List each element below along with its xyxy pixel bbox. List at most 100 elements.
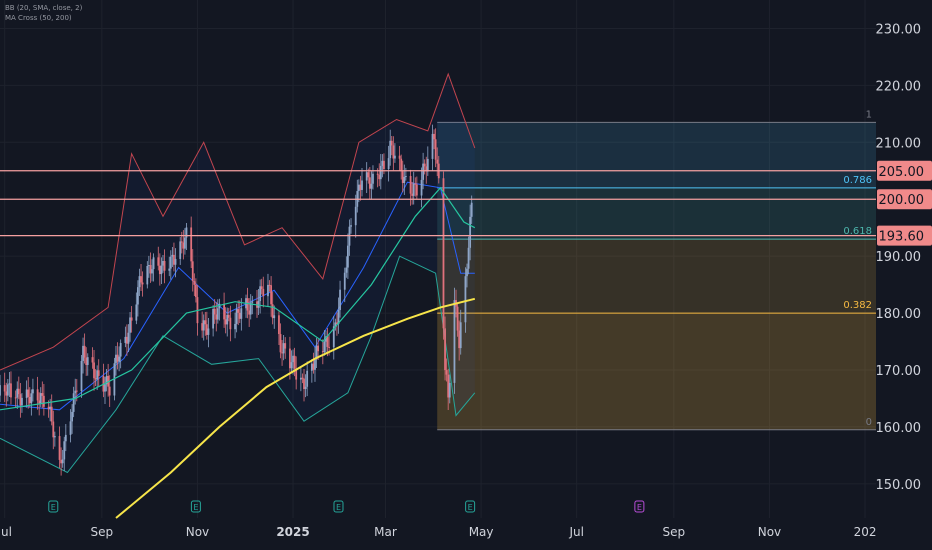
candle-body (163, 260, 166, 271)
x-tick-label: Nov (758, 525, 781, 539)
candle-body (137, 287, 139, 305)
candle-body (173, 254, 175, 265)
y-tick-label: 220.00 (876, 79, 922, 94)
candle-body (124, 336, 127, 343)
candle-body (113, 363, 116, 396)
candle-body (257, 301, 260, 308)
candle-body (240, 308, 243, 319)
x-tick-label: Sep (663, 525, 686, 539)
price-level-label-text: 205.00 (879, 165, 925, 180)
candle-body (414, 183, 417, 185)
candle-body (28, 396, 31, 404)
candle-body (469, 216, 472, 248)
candle-body (251, 301, 254, 303)
candle-body (71, 411, 73, 422)
candle-body (215, 314, 218, 320)
candle-body (96, 370, 99, 380)
ma-cross-indicator-label[interactable]: MA Cross (50, 200) (5, 14, 72, 22)
ma200-line (115, 297, 476, 519)
price-level-label: 193.60 (877, 225, 932, 246)
candle-body (383, 160, 385, 170)
candle-body (127, 332, 130, 344)
candle-body (14, 397, 17, 399)
candle-body (378, 174, 381, 180)
candle-body (325, 336, 327, 342)
y-tick-label: 160.00 (876, 421, 922, 436)
candle-body (182, 242, 185, 249)
candle-body (205, 324, 208, 335)
candle-body (282, 343, 285, 354)
candle-body (292, 355, 294, 363)
candle-body (158, 265, 161, 275)
candle-body (171, 254, 174, 257)
candle-body (141, 282, 144, 285)
event-marker-box (190, 500, 201, 513)
candle-body (431, 133, 434, 159)
candle-body (237, 309, 240, 313)
candle-body (281, 352, 283, 354)
candle-body (10, 383, 12, 398)
candle-body (400, 158, 403, 172)
candle-body (194, 284, 197, 298)
x-tick-label: Mar (374, 525, 397, 539)
candle-body (365, 172, 368, 181)
candle-body (456, 306, 459, 331)
candle-body (273, 315, 276, 319)
ma50-line (0, 186, 476, 411)
candle-body (368, 177, 371, 189)
fib-level-label: 0.618 (843, 226, 872, 237)
bb-indicator-label[interactable]: BB (20, SMA, close, 2) (5, 4, 83, 12)
candle-body (346, 245, 349, 268)
candle-body (38, 400, 41, 404)
candle-body (91, 357, 94, 363)
candle-body (312, 363, 315, 370)
candle-body (30, 393, 33, 404)
earnings-marker[interactable]: E (465, 500, 476, 513)
candle-body (459, 322, 462, 349)
candle-body (119, 342, 122, 357)
candle-body (42, 395, 45, 407)
event-marker-letter: E (51, 503, 56, 512)
candle-body (303, 378, 305, 390)
dividend-marker[interactable]: E (634, 500, 645, 513)
candle-body (271, 304, 274, 319)
event-marker-box (48, 500, 59, 513)
price-level-label-text: 200.00 (879, 193, 925, 208)
candle-body (404, 176, 407, 178)
event-marker-box (634, 500, 645, 513)
x-axis: Jul Sep Nov 2025 Mar May Jul Sep Nov 202 (0, 525, 876, 539)
earnings-marker[interactable]: E (190, 500, 201, 513)
candle-body (212, 308, 215, 329)
earnings-marker[interactable]: E (333, 500, 344, 513)
grid (0, 0, 876, 518)
candle-body (226, 314, 229, 325)
candle-body (235, 309, 238, 324)
candle-body (246, 298, 249, 311)
candle-body (213, 308, 216, 315)
candle-body (80, 360, 83, 392)
candle-body (367, 172, 370, 178)
candle-body (105, 375, 108, 385)
candle-body (345, 267, 348, 273)
candle-body (193, 281, 196, 285)
candle-body (47, 406, 50, 410)
candle-body (75, 390, 78, 392)
candle-body (310, 363, 313, 371)
candle-body (445, 370, 448, 375)
candle-body (93, 362, 95, 379)
candle-body (328, 346, 330, 348)
candle-body (184, 237, 186, 249)
candle-body (3, 385, 6, 392)
candle-body (315, 345, 318, 360)
x-tick-label: Sep (91, 525, 114, 539)
candle-body (409, 176, 412, 194)
candle-body (191, 261, 194, 282)
candle-body (146, 265, 149, 285)
candle-body (334, 322, 337, 327)
event-marker-letter: E (193, 503, 198, 512)
fib-level-label: 0.786 (843, 175, 872, 186)
earnings-marker[interactable]: E (48, 500, 59, 513)
indicator-legend: BB (20, SMA, close, 2) MA Cross (50, 200… (5, 3, 82, 23)
